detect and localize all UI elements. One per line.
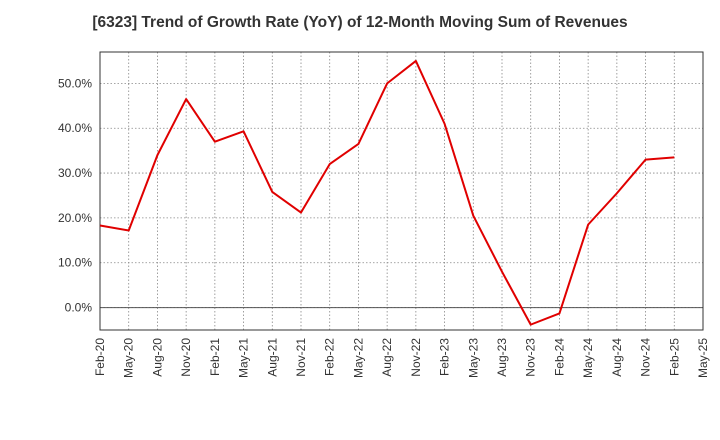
x-tick-label: Aug-23 <box>495 338 509 377</box>
x-tick-label: Feb-22 <box>323 338 337 376</box>
x-tick-label: Nov-23 <box>524 338 538 377</box>
x-tick-label: Feb-20 <box>93 338 107 376</box>
x-tick-label: Aug-20 <box>150 338 164 377</box>
y-tick-label: 40.0% <box>58 121 92 135</box>
y-tick-label: 0.0% <box>65 301 93 315</box>
x-tick-label: May-23 <box>466 338 480 378</box>
grid-layer <box>100 52 703 330</box>
x-tick-label: Nov-24 <box>639 338 653 377</box>
y-tick-label: 50.0% <box>58 76 92 90</box>
y-tick-label: 20.0% <box>58 211 92 225</box>
x-tick-label: Feb-23 <box>438 338 452 376</box>
plot-border <box>99 51 704 331</box>
x-tick-label: Aug-24 <box>610 338 624 377</box>
plot-area <box>100 52 703 330</box>
x-tick-label: May-25 <box>696 338 710 378</box>
x-tick-label: Feb-21 <box>208 338 222 376</box>
x-tick-label: Feb-25 <box>667 338 681 376</box>
x-tick-label: Nov-20 <box>179 338 193 377</box>
y-tick-label: 10.0% <box>58 256 92 270</box>
x-tick-label: Aug-21 <box>265 338 279 377</box>
x-tick-label: Aug-22 <box>380 338 394 377</box>
x-tick-label: May-20 <box>122 338 136 378</box>
x-tick-label: May-22 <box>351 338 365 378</box>
y-axis-ticks: 0.0% 10.0% 20.0% 30.0% 40.0% 50.0% <box>58 76 92 314</box>
x-axis-ticks: Feb-20 May-20 Aug-20 Nov-20 Feb-21 May-21 Aug-… <box>93 338 710 378</box>
series-layer <box>99 59 675 326</box>
chart-title: [6323] Trend of Growth Rate (YoY) of 12-… <box>92 14 628 31</box>
y-tick-label: 30.0% <box>58 166 92 180</box>
x-tick-label: Feb-24 <box>552 338 566 376</box>
x-tick-label: Nov-21 <box>294 338 308 377</box>
x-tick-label: May-21 <box>237 338 251 378</box>
x-tick-label: Nov-22 <box>409 338 423 377</box>
x-tick-label: May-24 <box>581 338 595 378</box>
